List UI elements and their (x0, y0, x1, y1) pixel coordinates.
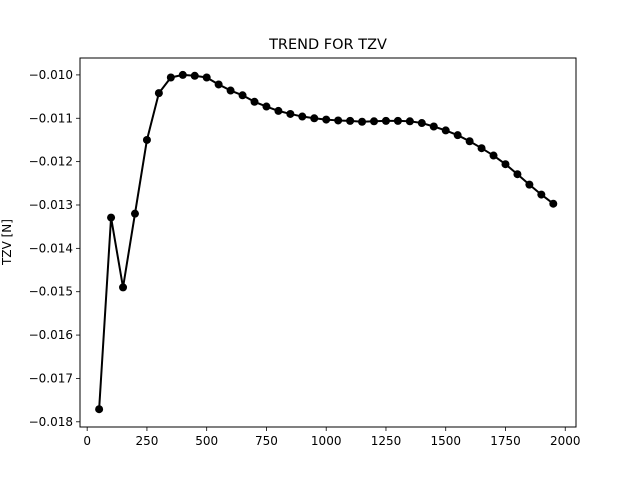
chart-title: TREND FOR TZV (268, 37, 387, 53)
data-point (262, 102, 271, 111)
y-axis: −0.018 −0.017 −0.016 −0.015 −0.014 −0.013 −0.0… (29, 68, 80, 429)
x-tick-label: 1250 (371, 434, 402, 448)
data-point (202, 73, 211, 82)
y-tick-label: −0.013 (29, 198, 73, 212)
x-tick-label: 2000 (550, 434, 581, 448)
data-point (441, 126, 450, 135)
x-tick-label: 1750 (490, 434, 521, 448)
data-point (238, 91, 247, 100)
data-point (489, 151, 498, 160)
y-tick-label: −0.018 (29, 415, 73, 429)
data-point (346, 116, 355, 125)
data-point (405, 117, 414, 126)
data-point (465, 137, 474, 146)
x-tick-label: 250 (135, 434, 158, 448)
y-tick-label: −0.010 (29, 68, 73, 82)
data-point (525, 180, 534, 189)
y-axis-label: TZV [N] (0, 219, 14, 266)
data-point (286, 109, 295, 118)
y-tick-label: −0.015 (29, 285, 73, 299)
x-tick-label: 750 (255, 434, 278, 448)
data-point (178, 70, 187, 79)
data-point (322, 115, 331, 124)
data-point (298, 112, 307, 121)
data-point (274, 106, 283, 115)
data-point (130, 209, 139, 218)
x-tick-label: 1000 (311, 434, 342, 448)
plot-area (95, 70, 558, 414)
y-tick-label: −0.011 (29, 111, 73, 125)
data-point (549, 199, 558, 208)
data-point (166, 73, 175, 82)
data-point (154, 89, 163, 98)
plot-frame (79, 57, 577, 428)
data-point (142, 135, 151, 144)
data-point (226, 86, 235, 95)
data-point (107, 213, 116, 222)
data-point (537, 190, 546, 199)
y-tick-label: −0.016 (29, 328, 73, 342)
y-tick-label: −0.014 (29, 241, 73, 255)
data-point (513, 170, 522, 179)
data-point (417, 119, 426, 128)
x-tick-label: 0 (83, 434, 91, 448)
data-point (310, 114, 319, 123)
data-point (370, 117, 379, 126)
data-point (334, 116, 343, 125)
x-tick-label: 500 (195, 434, 218, 448)
data-point (95, 405, 104, 414)
x-tick-label: 1500 (430, 434, 461, 448)
data-point (358, 117, 367, 126)
y-tick-label: −0.017 (29, 371, 73, 385)
data-point (453, 131, 462, 140)
data-point (393, 116, 402, 125)
data-point (501, 160, 510, 169)
y-tick-label: −0.012 (29, 155, 73, 169)
data-point (250, 97, 259, 106)
data-point (477, 144, 486, 153)
data-point (429, 122, 438, 131)
data-point (119, 283, 128, 292)
data-point (381, 116, 390, 125)
data-point (190, 71, 199, 80)
x-axis: 0 250 500 750 1000 1250 1500 1750 2000 (83, 427, 581, 448)
data-point (214, 80, 223, 89)
